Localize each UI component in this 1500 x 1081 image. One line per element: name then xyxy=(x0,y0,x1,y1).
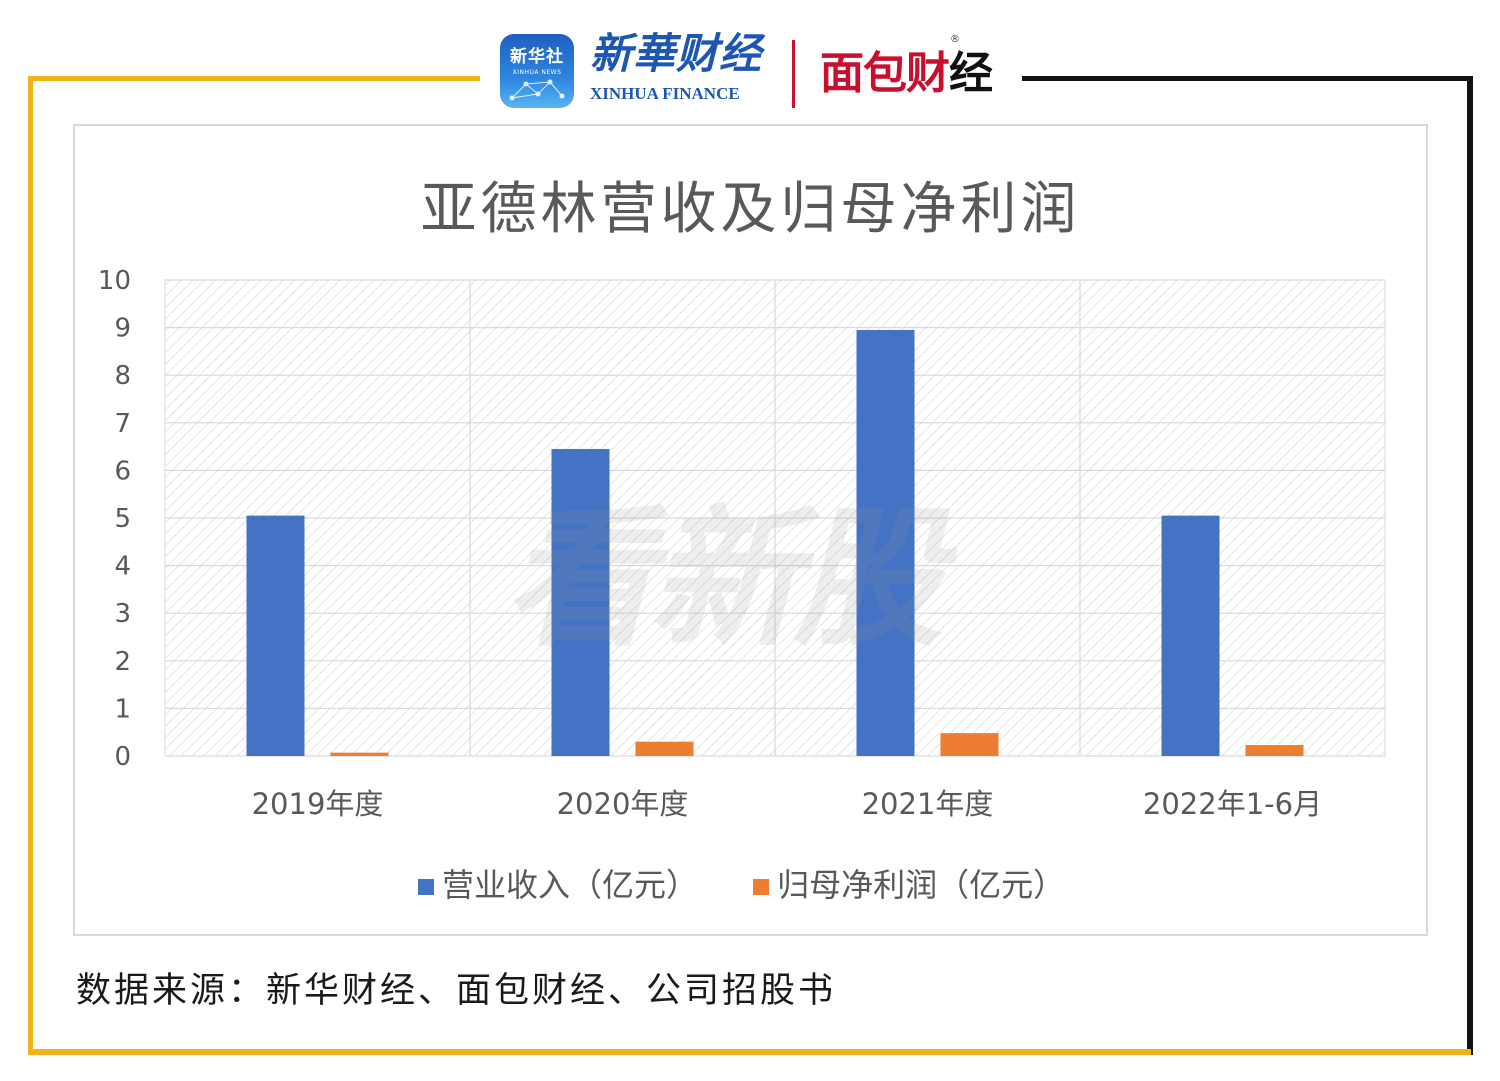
xinhua-finance-cn: 新華财经 xyxy=(590,29,763,78)
y-tick-label: 0 xyxy=(114,742,131,772)
legend-item-revenue: 营业收入（亿元） xyxy=(418,860,698,906)
y-tick-label: 8 xyxy=(114,361,131,391)
xinhua-badge-en: XINHUA NEWS xyxy=(512,69,562,76)
chart-title: 亚德林营收及归母净利润 xyxy=(420,177,1081,242)
y-tick-label: 10 xyxy=(98,266,131,296)
xinhua-finance-logo: 新華财经 XINHUA FINANCE xyxy=(590,28,770,110)
xinhua-badge-cn: 新华社 xyxy=(510,47,564,67)
y-tick-label: 1 xyxy=(114,694,131,724)
y-tick-label: 4 xyxy=(114,552,131,582)
legend-label-net-profit: 归母净利润（亿元） xyxy=(777,866,1066,904)
frame-bottom-gold xyxy=(28,1049,1471,1055)
registered-mark: ® xyxy=(950,34,960,45)
mianbao-logo-black: 经 xyxy=(949,48,993,99)
xinhua-finance-en: XINHUA FINANCE xyxy=(590,84,740,103)
legend-label-revenue: 营业收入（亿元） xyxy=(442,866,699,904)
bar-revenue-1 xyxy=(551,448,610,756)
bar-net-profit-2 xyxy=(940,733,999,756)
logo-divider xyxy=(792,40,795,108)
y-tick-label: 6 xyxy=(114,456,131,486)
bar-net-profit-3 xyxy=(1245,745,1304,756)
chart-legend: 营业收入（亿元） 归母净利润（亿元） xyxy=(418,860,1115,904)
frame-top-black xyxy=(1022,76,1473,81)
x-category-label: 2021年度 xyxy=(862,787,994,821)
chart-container: 亚德林营收及归母净利润 0 1 2 3 4 5 6 7 8 9 10 2019年度 2020年度 2021… xyxy=(73,124,1428,936)
mianbao-logo-red: 面包财 xyxy=(820,48,950,99)
legend-item-net-profit: 归母净利润（亿元） xyxy=(753,860,1065,906)
y-tick-label: 9 xyxy=(114,314,131,344)
xinhua-news-logo: 新华社 XINHUA NEWS xyxy=(500,34,574,108)
network-icon xyxy=(509,79,565,101)
frame-right-black xyxy=(1467,76,1473,1055)
y-tick-label: 3 xyxy=(114,599,131,629)
bar-net-profit-0 xyxy=(330,752,389,756)
y-tick-label: 7 xyxy=(114,409,131,439)
x-category-label: 2019年度 xyxy=(252,787,384,821)
legend-swatch-revenue xyxy=(418,879,434,895)
y-tick-label: 2 xyxy=(114,647,131,677)
frame-left-gold xyxy=(28,77,33,1055)
bar-revenue-2 xyxy=(856,329,915,756)
brand-header: 新华社 XINHUA NEWS 新華财经 XINHUA FINANCE 面包财经… xyxy=(500,28,1005,110)
y-tick-label: 5 xyxy=(114,504,131,534)
x-category-label: 2022年1-6月 xyxy=(1143,787,1322,821)
x-category-label: 2020年度 xyxy=(557,787,689,821)
bar-net-profit-1 xyxy=(635,741,694,756)
bar-revenue-3 xyxy=(1161,515,1220,756)
bar-revenue-0 xyxy=(246,515,305,756)
data-source-note: 数据来源：新华财经、面包财经、公司招股书 xyxy=(76,971,837,1011)
frame-top-gold xyxy=(28,76,480,81)
legend-swatch-net-profit xyxy=(753,879,770,895)
bar-chart-plot: 0 1 2 3 4 5 6 7 8 9 10 2019年度 2020年度 2021年度 2022年1-6月 xyxy=(98,266,1386,821)
mianbao-finance-logo: 面包财经 xyxy=(820,46,993,102)
